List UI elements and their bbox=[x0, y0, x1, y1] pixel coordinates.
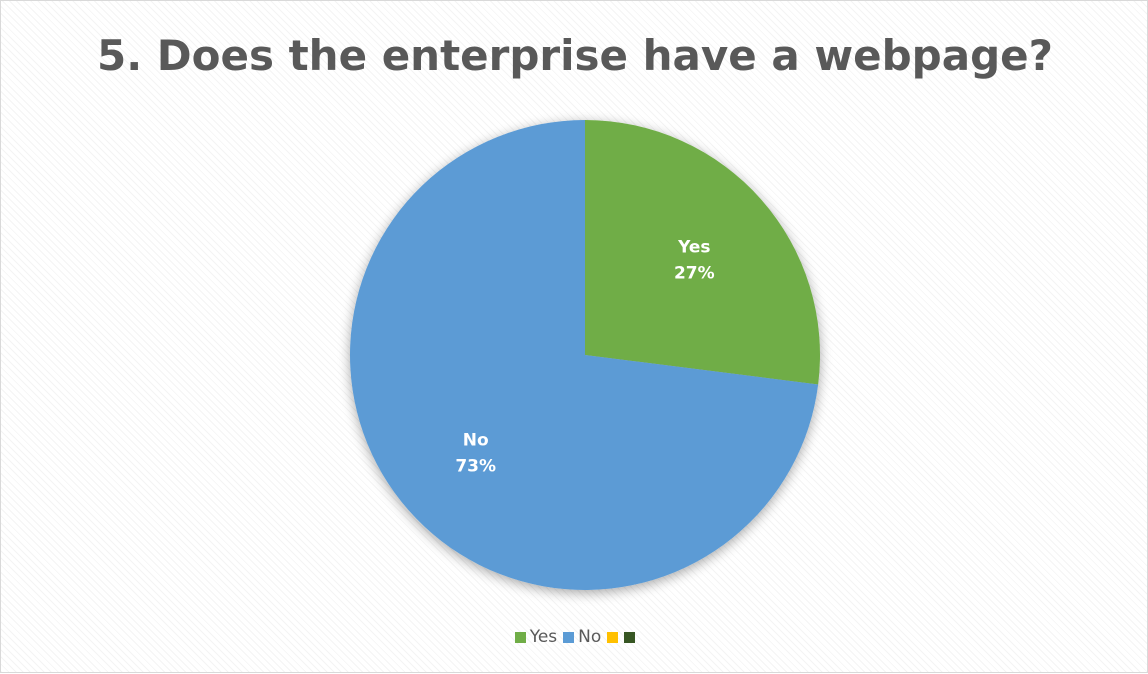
data-label-category-yes: Yes bbox=[677, 238, 710, 258]
pie-slice-yes bbox=[585, 120, 821, 385]
legend-swatch bbox=[514, 631, 526, 643]
pie-slices bbox=[349, 120, 821, 590]
legend-swatch bbox=[624, 631, 636, 643]
data-label-percent-no: 73% bbox=[455, 456, 496, 476]
data-label-percent-yes: 27% bbox=[674, 264, 715, 284]
data-label-category-no: No bbox=[463, 430, 489, 450]
chart-title: 5. Does the enterprise have a webpage? bbox=[96, 31, 1053, 80]
legend-label: Yes bbox=[529, 627, 558, 647]
pie-labels: Yes 27% No 73% bbox=[455, 238, 714, 477]
legend-item-2: No bbox=[563, 627, 601, 647]
legend-swatch bbox=[563, 631, 575, 643]
legend: Yes No bbox=[1, 627, 1148, 647]
legend-item-1: Yes bbox=[514, 627, 558, 647]
legend-item-4 bbox=[624, 631, 636, 643]
legend-item-3 bbox=[607, 631, 619, 643]
pie-slice-no bbox=[349, 120, 819, 590]
legend-swatch bbox=[607, 631, 619, 643]
legend-label: No bbox=[578, 627, 602, 647]
